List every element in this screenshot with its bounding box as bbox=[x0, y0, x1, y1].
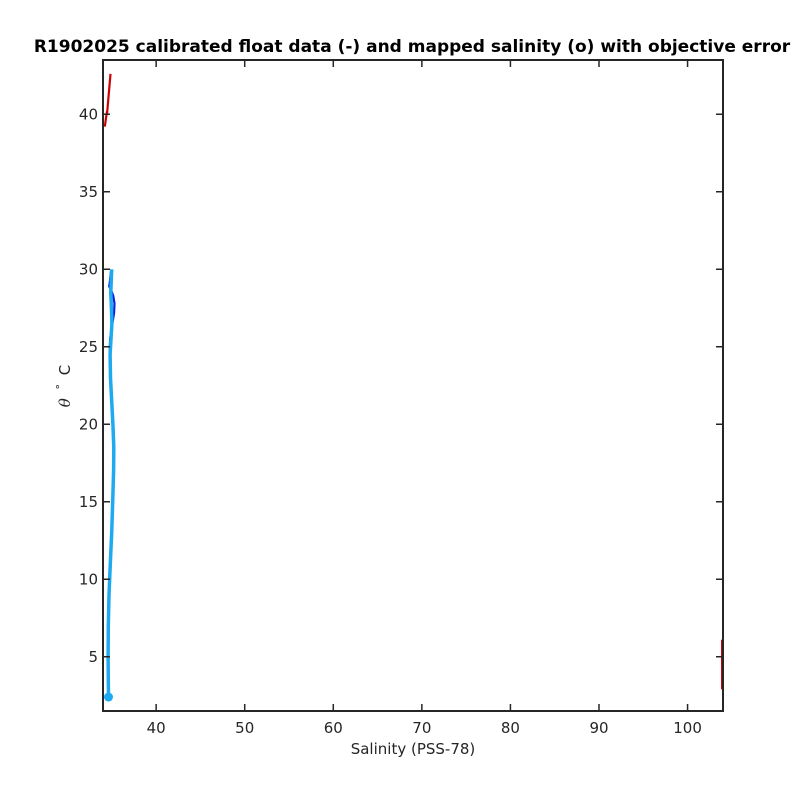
plot-area-frame bbox=[102, 59, 724, 712]
y-axis-label-degree: ° bbox=[54, 384, 67, 390]
objective-error-segment bbox=[105, 73, 112, 115]
x-tick-label: 70 bbox=[412, 719, 431, 737]
y-tick-label: 15 bbox=[79, 493, 98, 511]
y-tick-label: 30 bbox=[79, 260, 98, 278]
x-tick-label: 60 bbox=[324, 719, 343, 737]
y-tick-label: 40 bbox=[79, 105, 98, 123]
y-axis-label: θ ° C bbox=[50, 365, 74, 408]
y-tick-label: 35 bbox=[79, 183, 98, 201]
y-tick-label: 25 bbox=[79, 338, 98, 356]
y-axis-label-unit: C bbox=[56, 365, 74, 375]
x-tick-label: 40 bbox=[147, 719, 166, 737]
mapped-salinity-line bbox=[106, 269, 116, 698]
y-tick-label: 5 bbox=[88, 648, 98, 666]
y-axis-label-symbol: θ bbox=[56, 398, 74, 407]
x-axis-label: Salinity (PSS-78) bbox=[351, 740, 476, 758]
chart-title: R1902025 calibrated float data (-) and m… bbox=[34, 37, 791, 57]
y-tick-label: 20 bbox=[79, 415, 98, 433]
mapped-salinity-point bbox=[103, 692, 113, 702]
svg-text:θ ° C: θ ° C bbox=[50, 365, 74, 408]
x-tick-label: 50 bbox=[235, 719, 254, 737]
y-tick-label: 10 bbox=[79, 570, 98, 588]
x-tick-label: 90 bbox=[589, 719, 608, 737]
x-tick-label: 80 bbox=[501, 719, 520, 737]
x-tick-label: 100 bbox=[673, 719, 702, 737]
